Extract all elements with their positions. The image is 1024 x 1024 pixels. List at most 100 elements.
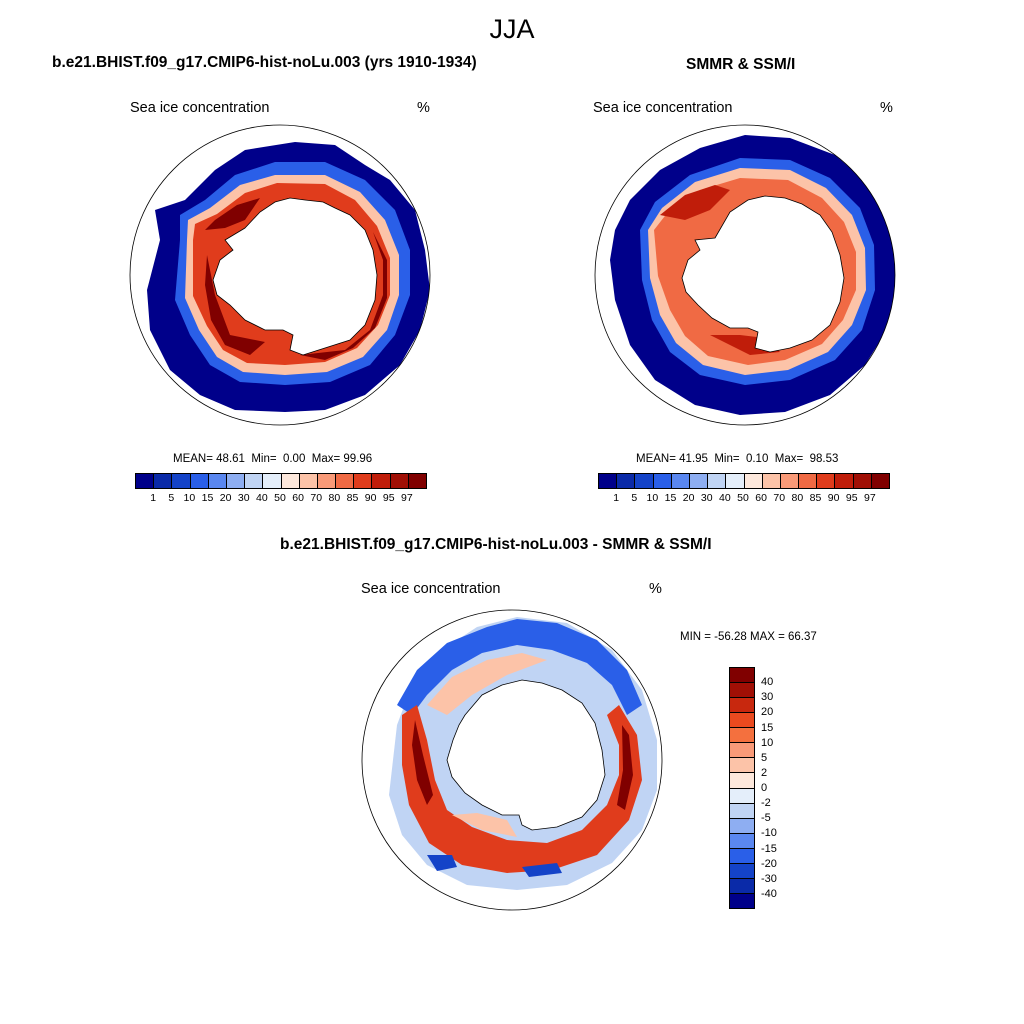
panel3-colorbar-label: -15	[761, 842, 777, 855]
panel3-variable: Sea ice concentration	[361, 581, 501, 597]
panel1-antarctica	[212, 197, 378, 356]
panel1-colorbar-swatch-7	[245, 474, 264, 488]
panel2-colorbar-swatch-12	[799, 474, 818, 488]
panel2-colorbar-swatch-10	[762, 474, 781, 488]
panel3-colorbar-swatch-15	[730, 878, 754, 894]
panel1-stats: MEAN= 48.61 Min= 0.00 Max= 99.96	[173, 453, 373, 465]
panel1-colorbar-swatch-12	[336, 474, 355, 488]
panel3-colorbar-swatch-9	[730, 788, 754, 804]
panel2-mean: 41.95	[679, 453, 708, 465]
panel2-colorbar-swatch-11	[780, 474, 800, 488]
panel3-colorbar-swatch-5	[730, 728, 754, 744]
panel2-colorbar-swatch-9	[744, 474, 763, 488]
panel3-colorbar-label: 10	[761, 736, 774, 749]
panel3-colorbar-swatch-8	[730, 773, 754, 789]
panel3-colorbar-label: 30	[761, 691, 774, 704]
panel1-colorbar-label: 40	[256, 492, 268, 504]
panel3-colorbar-label: 2	[761, 766, 768, 779]
panel3-colorbar-swatch-10	[730, 803, 754, 819]
panel1-max: 99.96	[343, 453, 373, 465]
panel3-colorbar-label: 40	[761, 676, 774, 689]
panel1-colorbar-swatch-11	[317, 474, 337, 488]
panel1-colorbar-label: 97	[401, 492, 413, 504]
panel3-colorbar-label: 5	[761, 751, 768, 764]
panel1-title: b.e21.BHIST.f09_g17.CMIP6-hist-noLu.003 …	[52, 54, 477, 71]
panel3-colorbar-label: -10	[761, 827, 777, 840]
panel3-map	[361, 609, 663, 911]
panel1-colorbar-label: 20	[219, 492, 232, 504]
panel3-colorbar-swatch-1	[730, 668, 754, 684]
panel3-antarctica	[446, 679, 606, 831]
panel1-colorbar-swatch-16	[408, 474, 426, 488]
panel2-colorbar-swatch-14	[835, 474, 854, 488]
panel1-colorbar-swatch-13	[354, 474, 373, 488]
panel3-colorbar-label: 20	[761, 706, 774, 719]
panel1-colorbar	[135, 473, 427, 489]
panel3-colorbar-swatch-12	[730, 833, 754, 849]
panel3-blue-patch	[427, 855, 562, 877]
panel1-colorbar-label: 80	[328, 492, 341, 504]
panel1-units: %	[417, 100, 430, 116]
panel1-colorbar-swatch-9	[281, 474, 300, 488]
panel1-map	[129, 124, 431, 426]
panel2-colorbar-label: 90	[827, 492, 840, 504]
panel2-map	[594, 124, 896, 426]
panel1-colorbar-swatch-14	[372, 474, 391, 488]
panel2-min: 0.10	[745, 453, 769, 465]
panel3-colorbar-label: 15	[761, 721, 774, 734]
panel2-colorbar-swatch-15	[853, 474, 872, 488]
panel3-colorbar-swatch-11	[730, 818, 754, 834]
panel3-units: %	[649, 581, 662, 597]
panel2-colorbar-swatch-2	[617, 474, 636, 488]
panel1-colorbar-swatch-2	[154, 474, 173, 488]
panel3-colorbar	[729, 667, 755, 909]
panel2-colorbar-swatch-6	[689, 474, 709, 488]
panel2-colorbar-swatch-4	[653, 474, 672, 488]
panel3-colorbar-label: -20	[761, 857, 777, 870]
panel2-colorbar-swatch-7	[708, 474, 727, 488]
panel3-colorbar-swatch-14	[730, 863, 754, 879]
panel2-colorbar-swatch-1	[599, 474, 618, 488]
panel2-colorbar-label: 95	[845, 492, 858, 504]
panel3-colorbar-label: -5	[761, 812, 771, 825]
panel1-colorbar-swatch-1	[136, 474, 155, 488]
panel2-max: 98.53	[809, 453, 839, 465]
panel1-mean: 48.61	[216, 453, 245, 465]
panel3-colorbar-swatch-16	[730, 893, 754, 908]
panel1-colorbar-label: 85	[346, 492, 359, 504]
panel3-blue-loss	[397, 619, 642, 715]
panel1-colorbar-swatch-4	[190, 474, 209, 488]
panel2-colorbar-swatch-16	[871, 474, 889, 488]
panel2-colorbar-label: 5	[631, 492, 638, 504]
panel1-colorbar-label: 30	[237, 492, 250, 504]
panel3-colorbar-swatch-4	[730, 713, 754, 729]
panel3-red-gain	[402, 705, 642, 873]
panel3-title: b.e21.BHIST.f09_g17.CMIP6-hist-noLu.003 …	[280, 536, 712, 553]
panel1-colorbar-swatch-5	[208, 474, 227, 488]
panel1-colorbar-swatch-3	[172, 474, 191, 488]
figure-title: JJA	[489, 14, 535, 44]
panel2-units: %	[880, 100, 893, 116]
panel3-colorbar-label: -40	[761, 887, 777, 900]
panel2-colorbar-label: 85	[809, 492, 822, 504]
panel1-colorbar-label: 60	[292, 492, 304, 504]
panel1-colorbar-label: 15	[201, 492, 214, 504]
panel1-colorbar-swatch-10	[299, 474, 318, 488]
panel2-colorbar-label: 30	[700, 492, 713, 504]
panel1-colorbar-label: 70	[310, 492, 323, 504]
panel3-colorbar-swatch-7	[730, 758, 754, 774]
panel2-colorbar-swatch-5	[671, 474, 690, 488]
panel2-stats: MEAN= 41.95 Min= 0.10 Max= 98.53	[636, 453, 839, 465]
panel2-colorbar-label: 97	[864, 492, 876, 504]
panel1-colorbar-swatch-15	[390, 474, 409, 488]
panel2-colorbar-label: 20	[682, 492, 695, 504]
panel2-antarctica	[681, 195, 845, 353]
panel3-colorbar-swatch-2	[730, 683, 754, 699]
panel3-range: MIN = -56.28 MAX = 66.37	[680, 631, 817, 643]
panel2-colorbar-label: 60	[755, 492, 767, 504]
panel3-colorbar-label: 0	[761, 782, 768, 794]
panel3-colorbar-swatch-3	[730, 698, 754, 714]
panel1-colorbar-swatch-6	[226, 474, 246, 488]
panel2-colorbar-label: 80	[791, 492, 804, 504]
panel1-colorbar-label: 1	[150, 492, 157, 504]
